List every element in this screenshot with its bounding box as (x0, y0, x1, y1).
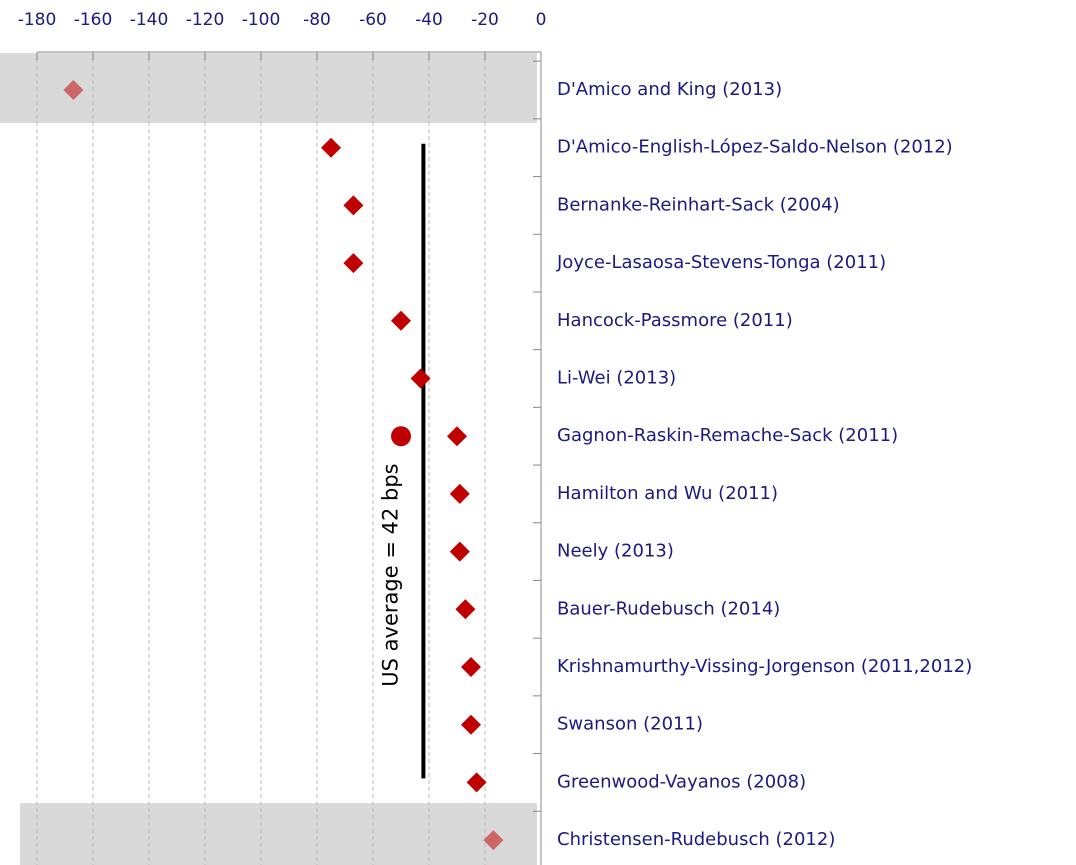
category-label: Joyce-Lasaosa-Stevens-Tonga (2011) (556, 252, 886, 273)
point (466, 772, 487, 793)
x-tick-label: -80 (303, 10, 331, 30)
x-tick-label: -120 (186, 10, 225, 30)
category-label: Hancock-Passmore (2011) (557, 310, 793, 331)
category-label: D'Amico and King (2013) (557, 79, 782, 100)
x-tick-label: 0 (536, 10, 547, 30)
point (449, 541, 470, 562)
category-label: Bernanke-Reinhart-Sack (2004) (557, 194, 840, 215)
x-tick-label: -100 (242, 10, 281, 30)
x-tick-label: -140 (130, 10, 169, 30)
point (483, 830, 504, 851)
point (461, 657, 481, 677)
point (461, 714, 481, 735)
category-label: D'Amico-English-López-Saldo-Nelson (2012… (557, 137, 953, 158)
point (449, 483, 470, 504)
x-tick-label: -40 (415, 10, 443, 30)
category-label: Swanson (2011) (557, 714, 703, 735)
highlight-band (20, 803, 537, 865)
x-tick-label: -60 (359, 10, 387, 30)
point (63, 80, 84, 100)
category-label: Christensen-Rudebusch (2012) (557, 829, 835, 850)
highlight-band (0, 53, 537, 123)
point (447, 426, 467, 447)
x-tick-label: -20 (471, 10, 499, 30)
category-label: Gagnon-Raskin-Remache-Sack (2011) (557, 425, 898, 446)
category-label: Bauer-Rudebusch (2014) (557, 598, 780, 619)
category-label: Krishnamurthy-Vissing-Jorgenson (2011,20… (557, 656, 972, 677)
point (391, 310, 411, 331)
category-label: Greenwood-Vayanos (2008) (557, 771, 806, 792)
x-tick-label: -160 (74, 10, 113, 30)
point (410, 368, 431, 389)
point (321, 137, 341, 158)
point (455, 599, 476, 620)
category-label: Hamilton and Wu (2011) (557, 483, 778, 504)
point (391, 426, 411, 447)
reference-label: US average = 42 bps (378, 463, 402, 686)
point (343, 195, 364, 216)
category-label: Li-Wei (2013) (557, 368, 676, 389)
point (343, 253, 364, 274)
x-tick-label: -180 (18, 10, 57, 30)
category-label: Neely (2013) (557, 541, 674, 562)
